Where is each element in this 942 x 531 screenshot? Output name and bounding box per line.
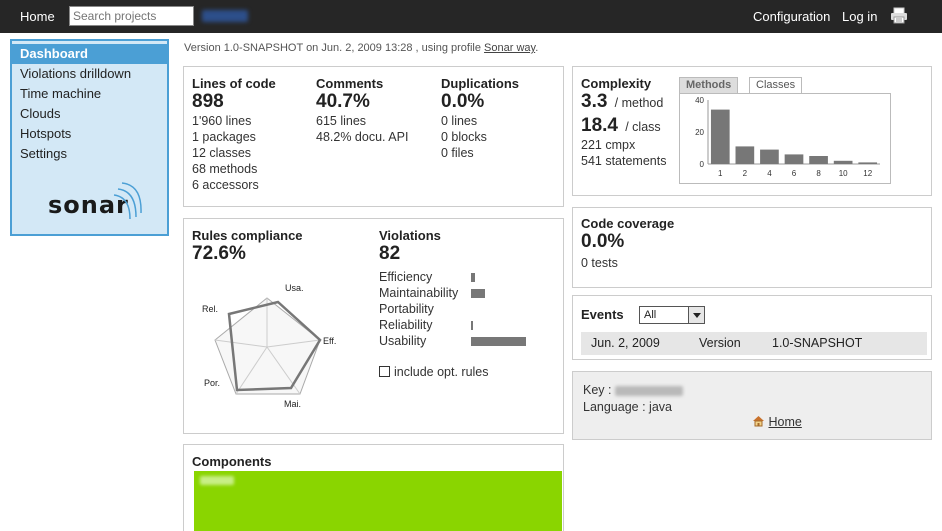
tests-count[interactable]: 0 tests [581, 256, 618, 270]
coverage-value[interactable]: 0.0% [581, 231, 625, 252]
chart-x-tick-label: 12 [863, 169, 872, 178]
violation-row-reliability[interactable]: Reliability [379, 318, 433, 332]
components-panel: Components [183, 444, 564, 531]
violation-row-efficiency[interactable]: Efficiency [379, 270, 433, 284]
violation-bar-maintainability [471, 289, 485, 298]
duplications-block: Duplications 0.0% 0 lines 0 blocks 0 fil… [441, 76, 520, 160]
violation-bar-usability [471, 337, 526, 346]
sidebar: Dashboard Violations drilldown Time mach… [10, 39, 169, 236]
chart-bar-4 [760, 149, 779, 164]
sonar-logo: sonar [48, 177, 142, 223]
chart-y-tick-label: 0 [700, 160, 705, 169]
lines-of-code-block: Lines of code 898 1'960 lines 1 packages… [192, 76, 276, 192]
comments-block: Comments 40.7% 615 lines 48.2% docu. API [316, 76, 409, 144]
violations-value[interactable]: 82 [379, 243, 401, 264]
complexity-distribution-chart: 0 20 40 1 2 4 6 8 10 12 [679, 93, 891, 184]
events-filter-select[interactable]: All [639, 306, 705, 324]
project-info-panel: Key : Language : java Home [572, 371, 932, 440]
sidebar-item-time-machine[interactable]: Time machine [20, 86, 102, 101]
rules-radar-chart: Usa. Eff. Mai. Por. Rel. [202, 283, 336, 409]
project-key-redacted [614, 385, 683, 396]
configuration-link[interactable]: Configuration [753, 9, 831, 24]
components-treemap[interactable] [194, 471, 562, 531]
violations-block: Violations 82 [379, 228, 441, 264]
sidebar-item-violations-drilldown[interactable]: Violations drilldown [20, 66, 132, 81]
radar-axis-reliability: Rel. [202, 304, 218, 314]
sidebar-item-hotspots[interactable]: Hotspots [20, 126, 72, 141]
printer-icon[interactable] [890, 7, 908, 24]
project-home: Home [752, 414, 802, 430]
comments-value[interactable]: 40.7% [316, 91, 370, 112]
complexity-per-method-value[interactable]: 3.3 [581, 91, 608, 112]
version-line: Version 1.0-SNAPSHOT on Jun. 2, 2009 13:… [184, 42, 539, 54]
chevron-down-icon [688, 307, 704, 323]
project-key: Key : [583, 382, 683, 398]
complexity-block: Complexity 3.3 / method 18.4 / class 221… [581, 76, 667, 168]
include-opt-rules: include opt. rules [379, 365, 489, 379]
violation-row-portability[interactable]: Portability [379, 302, 434, 316]
house-icon [753, 416, 764, 427]
chart-y-tick-label: 20 [695, 128, 704, 137]
home-link[interactable]: Home [20, 9, 55, 24]
chart-x-tick-label: 1 [718, 169, 723, 178]
duplications-value[interactable]: 0.0% [441, 91, 485, 112]
radar-axis-portability: Por. [204, 378, 220, 388]
project-home-link[interactable]: Home [768, 415, 802, 429]
chart-x-tick-label: 2 [743, 169, 748, 178]
login-link[interactable]: Log in [842, 9, 878, 24]
chart-bar-6 [784, 154, 804, 164]
code-coverage-panel: Code coverage 0.0% 0 tests [572, 207, 932, 288]
search-input[interactable] [69, 6, 194, 26]
radar-axis-efficiency: Eff. [323, 336, 336, 346]
chart-x-tick-label: 10 [839, 169, 848, 178]
tab-methods[interactable]: Methods [679, 77, 739, 94]
radar-axis-usability: Usa. [285, 283, 304, 293]
chart-bar-1 [710, 109, 730, 164]
rules-compliance-value[interactable]: 72.6% [192, 243, 246, 264]
chart-y-tick-label: 40 [695, 96, 704, 105]
profile-link[interactable]: Sonar way [484, 42, 536, 54]
tab-classes[interactable]: Classes [749, 77, 803, 94]
include-opt-rules-checkbox[interactable] [379, 366, 390, 377]
project-language: Language : java [583, 400, 672, 414]
loc-value[interactable]: 898 [192, 91, 224, 112]
chart-bar-12 [858, 162, 878, 164]
rules-compliance-panel: Rules compliance 72.6% Usa. Eff. Mai. Po… [183, 218, 564, 434]
rules-compliance-block: Rules compliance 72.6% [192, 228, 303, 264]
component-label-redacted [200, 476, 234, 485]
violation-bar-reliability [471, 321, 473, 330]
sidebar-item-settings[interactable]: Settings [20, 146, 67, 161]
size-panel: Lines of code 898 1'960 lines 1 packages… [183, 66, 564, 207]
violation-bar-efficiency [471, 273, 475, 282]
radar-axis-maintainability: Mai. [284, 399, 301, 409]
complexity-panel: Complexity 3.3 / method 18.4 / class 221… [572, 66, 932, 196]
sidebar-item-dashboard[interactable]: Dashboard [12, 44, 167, 64]
sidebar-item-clouds[interactable]: Clouds [20, 106, 61, 121]
chart-x-tick-label: 4 [767, 169, 772, 178]
chart-x-tick-label: 8 [816, 169, 821, 178]
chart-bar-10 [833, 160, 853, 164]
sonar-waves-icon [113, 182, 142, 220]
complexity-per-class-value[interactable]: 18.4 [581, 115, 618, 136]
events-panel: Events All Jun. 2, 2009 Version 1.0-SNAP… [572, 295, 932, 360]
chart-bar-2 [735, 146, 755, 164]
top-bar: Home Configuration Log in [0, 0, 942, 33]
project-name-redacted [202, 10, 248, 22]
violation-row-maintainability[interactable]: Maintainability [379, 286, 459, 300]
violation-row-usability[interactable]: Usability [379, 334, 427, 348]
chart-x-tick-label: 6 [792, 169, 797, 178]
event-row: Jun. 2, 2009 Version 1.0-SNAPSHOT [581, 332, 927, 355]
chart-bar-8 [809, 156, 828, 164]
